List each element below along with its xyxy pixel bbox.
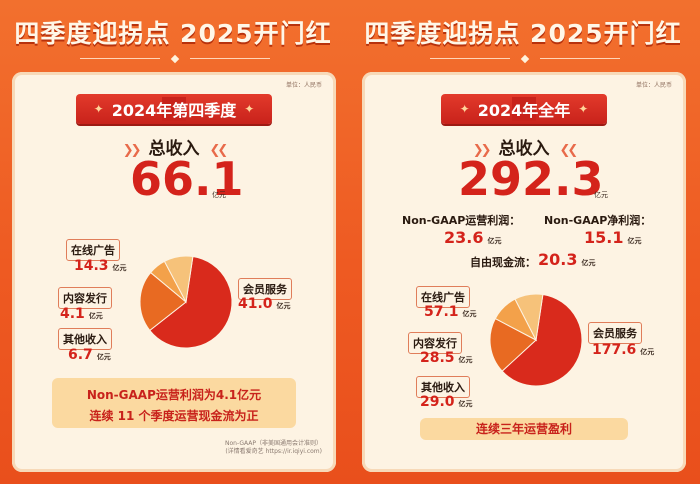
fy-label-online-ads: 在线广告 bbox=[416, 286, 470, 308]
headline-left: 四季度迎拐点 2025开门红 bbox=[14, 19, 332, 48]
q4-total-unit: 亿元 bbox=[212, 191, 226, 199]
q4-note-line2: 连续 11 个季度运营现金流为正 bbox=[89, 409, 259, 423]
fy-label-membership: 会员服务 bbox=[588, 322, 642, 344]
q4-value-online-ads: 14.3 亿元 bbox=[74, 258, 127, 274]
arrows-left-icon: ❯❯ bbox=[472, 143, 492, 158]
unit-note: 单位：人民币 bbox=[635, 82, 672, 89]
fy-slice-3 bbox=[514, 293, 544, 342]
fy-pie-chart bbox=[489, 293, 583, 387]
spark-icon: ✦ bbox=[93, 102, 104, 116]
q4-panel: 单位：人民币 ✦ 2024年第四季度 ✦ ❯❯ 总收入 ❮❮ 66.1 亿元 在线广… bbox=[12, 72, 336, 472]
fy-total-unit: 亿元 bbox=[594, 191, 608, 199]
fy-total-value: 292.3 bbox=[458, 152, 604, 206]
q4-total-label: ❯❯ 总收入 ❮❮ bbox=[122, 139, 229, 159]
q4-slice-0 bbox=[149, 255, 233, 349]
divider-right bbox=[430, 54, 620, 64]
q4-value-membership: 41.0 亿元 bbox=[238, 296, 291, 312]
fy-metric-net-profit-value: 15.1 亿元 bbox=[584, 228, 642, 247]
fy-panel: 单位：人民币 ✦ 2024年全年 ✦ ❯❯ 总收入 ❮❮ 292.3 亿元 Non-… bbox=[362, 72, 686, 472]
q4-note-box: Non-GAAP运营利润为4.1亿元 连续 11 个季度运营现金流为正 bbox=[52, 378, 296, 428]
fy-metric-net-profit-label: Non-GAAP净利润： bbox=[544, 214, 652, 227]
fy-value-online-ads: 57.1 亿元 bbox=[424, 304, 477, 320]
fy-label-other: 其他收入 bbox=[416, 376, 470, 398]
q4-label-other: 其他收入 bbox=[58, 328, 112, 350]
spark-icon: ✦ bbox=[459, 102, 470, 116]
fy-total-label: ❯❯ 总收入 ❮❮ bbox=[472, 139, 579, 159]
fy-metric-op-profit-value: 23.6 亿元 bbox=[444, 228, 502, 247]
spark-icon: ✦ bbox=[578, 102, 589, 116]
fy-slice-1 bbox=[489, 317, 537, 372]
fy-metric-op-profit-label: Non-GAAP运营利润： bbox=[402, 214, 521, 227]
q4-value-content-dist: 4.1 亿元 bbox=[60, 306, 103, 322]
fy-metric-fcf-value: 20.3 亿元 bbox=[538, 250, 596, 269]
q4-total-value: 66.1 bbox=[130, 152, 244, 206]
fy-value-content-dist: 28.5 亿元 bbox=[420, 350, 473, 366]
arrows-right-icon: ❮❮ bbox=[559, 143, 579, 158]
unit-note: 单位：人民币 bbox=[285, 82, 322, 89]
fy-slice-0 bbox=[501, 293, 583, 387]
q4-label-membership: 会员服务 bbox=[238, 278, 292, 300]
fy-metric-fcf-label: 自由现金流： bbox=[470, 256, 536, 269]
fy-banner: ✦ 2024年全年 ✦ bbox=[441, 94, 607, 124]
fy-banner-text: 2024年全年 bbox=[477, 101, 571, 120]
divider-left bbox=[80, 54, 270, 64]
fy-value-membership: 177.6 亿元 bbox=[592, 342, 655, 358]
q4-footnote: Non-GAAP（非美国通用会计准则） (详情看爱奇艺 https://ir.i… bbox=[225, 440, 322, 455]
headline-right: 四季度迎拐点 2025开门红 bbox=[364, 19, 682, 48]
q4-label-content-dist: 内容发行 bbox=[58, 287, 112, 309]
fy-note-box: 连续三年运营盈利 bbox=[420, 418, 628, 440]
arrows-right-icon: ❮❮ bbox=[209, 143, 229, 158]
q4-value-other: 6.7 亿元 bbox=[68, 347, 111, 363]
fy-label-content-dist: 内容发行 bbox=[408, 332, 462, 354]
q4-banner: ✦ 2024年第四季度 ✦ bbox=[76, 94, 272, 124]
arrows-left-icon: ❯❯ bbox=[122, 143, 142, 158]
q4-slice-3 bbox=[163, 255, 194, 304]
q4-pie-chart bbox=[139, 255, 233, 349]
q4-banner-text: 2024年第四季度 bbox=[111, 101, 237, 120]
q4-slice-1 bbox=[139, 271, 187, 332]
q4-note-line1: Non-GAAP运营利润为4.1亿元 bbox=[86, 388, 262, 402]
q4-label-online-ads: 在线广告 bbox=[66, 239, 120, 261]
spark-icon: ✦ bbox=[244, 102, 255, 116]
fy-value-other: 29.0 亿元 bbox=[420, 394, 473, 410]
